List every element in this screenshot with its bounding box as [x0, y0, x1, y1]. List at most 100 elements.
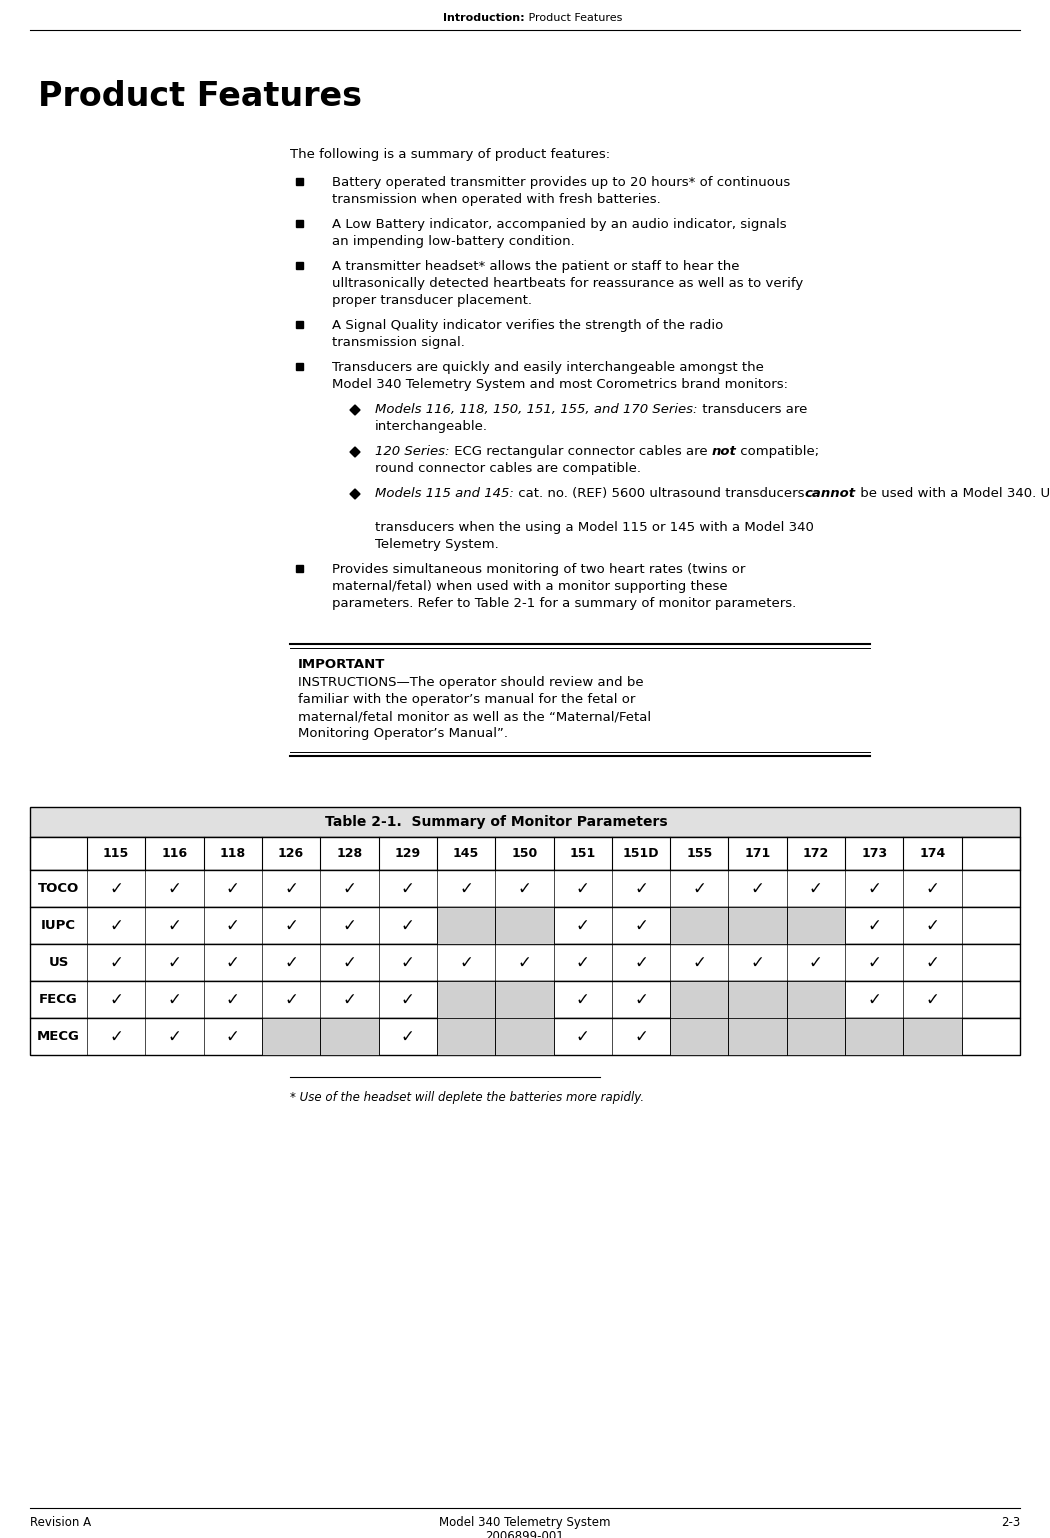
Text: The following is a summary of product features:: The following is a summary of product fe…	[290, 148, 610, 161]
Text: Battery operated transmitter provides up to 20 hours* of continuous: Battery operated transmitter provides up…	[332, 175, 791, 189]
Bar	[30, 871, 1020, 907]
Text: A Low Battery indicator, accompanied by an audio indicator, signals: A Low Battery indicator, accompanied by …	[332, 218, 786, 231]
Bar	[729, 1018, 786, 1055]
Text: ✓: ✓	[109, 1027, 123, 1046]
Bar	[903, 1018, 962, 1055]
Text: ✓: ✓	[634, 1027, 648, 1046]
Text: ✓: ✓	[634, 917, 648, 935]
Text: ✓: ✓	[867, 954, 881, 972]
Bar	[670, 981, 729, 1018]
Bar	[296, 261, 303, 269]
Bar	[296, 321, 303, 328]
Text: FECG: FECG	[39, 994, 78, 1006]
Text: ✓: ✓	[401, 880, 415, 898]
Text: ECG rectangular connector cables are: ECG rectangular connector cables are	[449, 444, 712, 458]
Text: ✓: ✓	[867, 880, 881, 898]
Text: ✓: ✓	[226, 954, 239, 972]
Text: parameters. Refer to Table 2-1 for a summary of monitor parameters.: parameters. Refer to Table 2-1 for a sum…	[332, 597, 796, 611]
Text: ✓: ✓	[285, 990, 298, 1009]
Text: ✓: ✓	[342, 880, 356, 898]
Text: ✓: ✓	[226, 880, 239, 898]
Text: 126: 126	[278, 847, 304, 860]
Text: 174: 174	[920, 847, 946, 860]
Text: Model 340 Telemetry System and most Corometrics brand monitors:: Model 340 Telemetry System and most Coro…	[332, 378, 788, 391]
Text: ✓: ✓	[109, 917, 123, 935]
Bar	[437, 981, 496, 1018]
Bar	[30, 907, 1020, 944]
Bar	[296, 363, 303, 371]
Text: * Use of the headset will deplete the batteries more rapidly.: * Use of the headset will deplete the ba…	[290, 1090, 644, 1104]
Text: Product Features: Product Features	[38, 80, 362, 112]
Text: ✓: ✓	[226, 1027, 239, 1046]
Text: proper transducer placement.: proper transducer placement.	[332, 294, 532, 308]
Text: transmission when operated with fresh batteries.: transmission when operated with fresh ba…	[332, 192, 660, 206]
Text: cat. no. (REF) 5600 ultrasound transducers: cat. no. (REF) 5600 ultrasound transduce…	[513, 488, 804, 500]
Text: not: not	[712, 444, 736, 458]
Text: ✓: ✓	[575, 917, 590, 935]
Text: cannot: cannot	[804, 488, 856, 500]
Text: maternal/fetal monitor as well as the “Maternal/Fetal: maternal/fetal monitor as well as the “M…	[298, 711, 651, 723]
Text: ✓: ✓	[226, 990, 239, 1009]
Text: ✓: ✓	[692, 954, 707, 972]
Bar	[729, 907, 786, 944]
Text: interchangeable.: interchangeable.	[375, 420, 488, 434]
Text: ✓: ✓	[226, 917, 239, 935]
Text: ✓: ✓	[109, 954, 123, 972]
Text: ulltrasonically detected heartbeats for reassurance as well as to verify: ulltrasonically detected heartbeats for …	[332, 277, 803, 291]
Text: Provides simultaneous monitoring of two heart rates (twins or: Provides simultaneous monitoring of two …	[332, 563, 746, 577]
Text: ✓: ✓	[867, 917, 881, 935]
Bar	[729, 981, 786, 1018]
Bar	[496, 907, 553, 944]
Polygon shape	[350, 404, 360, 415]
Text: MECG: MECG	[37, 1030, 80, 1043]
Text: ✓: ✓	[808, 880, 823, 898]
Text: 172: 172	[803, 847, 830, 860]
Text: ✓: ✓	[285, 954, 298, 972]
Text: ✓: ✓	[867, 990, 881, 1009]
Bar	[30, 1018, 1020, 1055]
Text: ✓: ✓	[109, 880, 123, 898]
Text: Model 340 Telemetry System: Model 340 Telemetry System	[439, 1516, 611, 1529]
Text: IMPORTANT: IMPORTANT	[298, 658, 385, 671]
Bar	[30, 944, 1020, 981]
Text: IUPC: IUPC	[41, 920, 76, 932]
Text: ✓: ✓	[401, 990, 415, 1009]
Text: Table 2-1.  Summary of Monitor Parameters: Table 2-1. Summary of Monitor Parameters	[324, 815, 667, 829]
Text: 150: 150	[511, 847, 538, 860]
Text: ✓: ✓	[459, 880, 473, 898]
Polygon shape	[350, 489, 360, 498]
Text: Product Features: Product Features	[525, 12, 623, 23]
Text: 116: 116	[162, 847, 188, 860]
Bar	[786, 907, 845, 944]
Text: Transducers are quickly and easily interchangeable amongst the: Transducers are quickly and easily inter…	[332, 361, 764, 374]
Text: ✓: ✓	[634, 990, 648, 1009]
Bar	[786, 981, 845, 1018]
Text: A Signal Quality indicator verifies the strength of the radio: A Signal Quality indicator verifies the …	[332, 318, 723, 332]
Text: ✓: ✓	[401, 1027, 415, 1046]
Text: ✓: ✓	[575, 1027, 590, 1046]
Bar	[30, 837, 1020, 871]
Text: ✓: ✓	[808, 954, 823, 972]
Polygon shape	[350, 448, 360, 457]
Text: maternal/fetal) when used with a monitor supporting these: maternal/fetal) when used with a monitor…	[332, 580, 728, 594]
Text: 155: 155	[686, 847, 712, 860]
Text: 151: 151	[569, 847, 595, 860]
Text: ✓: ✓	[401, 954, 415, 972]
Text: ✓: ✓	[342, 954, 356, 972]
Text: ✓: ✓	[926, 917, 940, 935]
Text: ✓: ✓	[168, 990, 182, 1009]
Text: ✓: ✓	[109, 990, 123, 1009]
Text: ✓: ✓	[168, 954, 182, 972]
Text: ✓: ✓	[401, 917, 415, 935]
Text: familiar with the operator’s manual for the fetal or: familiar with the operator’s manual for …	[298, 694, 635, 706]
Text: Introduction:: Introduction:	[443, 12, 525, 23]
Bar	[496, 1018, 553, 1055]
Text: transducers when the using a Model 115 or 145 with a Model 340: transducers when the using a Model 115 o…	[375, 521, 814, 534]
Text: ✓: ✓	[751, 954, 764, 972]
Text: Models 115 and 145:: Models 115 and 145:	[375, 488, 513, 500]
Text: 151D: 151D	[623, 847, 659, 860]
Text: 2-3: 2-3	[1001, 1516, 1020, 1529]
Text: ✓: ✓	[751, 880, 764, 898]
Text: be used with a Model 340. Use only cat. no. (REF) 5700: be used with a Model 340. Use only cat. …	[856, 488, 1050, 500]
Text: 145: 145	[453, 847, 479, 860]
